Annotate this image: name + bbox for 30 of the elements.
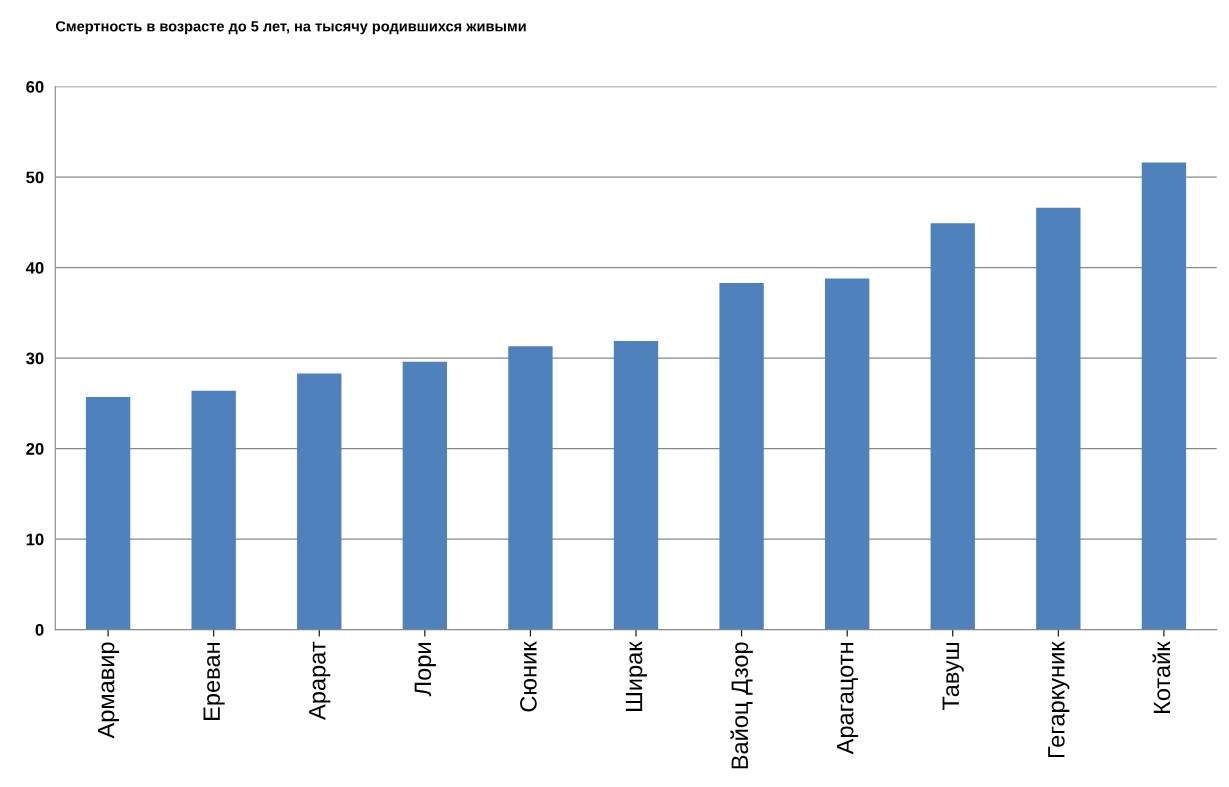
bar (930, 223, 975, 630)
y-tick-label: 60 (26, 80, 44, 93)
y-tick-label: 20 (26, 442, 44, 455)
bar (613, 340, 659, 630)
bar (1141, 162, 1187, 630)
y-tick-label: 40 (25, 261, 44, 274)
chart-title: Смертность в возрасте до 5 лет, на тысячу родившихся живыми (55, 21, 526, 35)
bar (825, 278, 870, 630)
x-tick-label: Вайоц Дзор (730, 642, 753, 769)
x-tick-label: Арарат (309, 641, 331, 720)
y-tick-label: 10 (26, 533, 44, 546)
x-tick-label: Арагацотн (837, 643, 859, 755)
x-tick-label: Лори (414, 643, 436, 697)
y-tick-label: 0 (35, 624, 44, 636)
y-tick-label: 30 (26, 352, 44, 365)
x-tick-label: Ширак (625, 641, 648, 711)
bar (85, 397, 131, 630)
bar (402, 361, 448, 630)
x-tick-label: Тавуш (942, 643, 964, 711)
bar (719, 282, 764, 630)
x-tick-label: Котайк (1152, 641, 1171, 714)
bar (1036, 207, 1081, 630)
x-tick-label: Гегаркуник (1048, 641, 1070, 758)
y-tick-label: 50 (26, 171, 44, 184)
bar (191, 390, 236, 630)
x-tick-label: Армавир (97, 642, 120, 739)
bar (297, 373, 342, 630)
x-tick-label: Ереван (203, 643, 225, 720)
x-tick-label: Сюник (520, 641, 537, 712)
bar (508, 346, 553, 630)
